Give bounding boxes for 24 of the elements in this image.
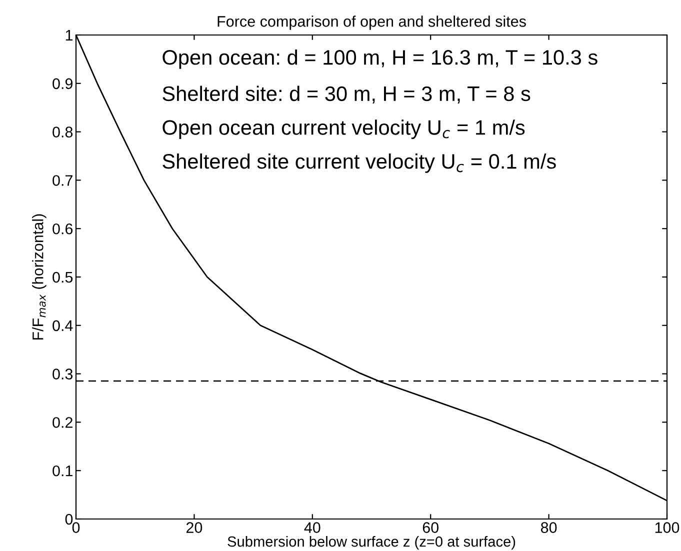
y-axis-title: F/F$_{max}$ (horizontal) <box>32 214 46 340</box>
x-tick-label: 80 <box>540 522 557 533</box>
y-tick-label: 1 <box>66 30 72 41</box>
y-tick-label: 0.3 <box>52 368 73 380</box>
annotation: Open ocean current velocity U$_{c}$ = 1 m/s <box>162 120 525 140</box>
y-tick-label: 0.6 <box>52 223 73 234</box>
y-tick-label: 0.2 <box>52 417 72 428</box>
x-axis-title: Submersion below surface z (z=0 at surface) <box>228 536 516 550</box>
x-tick-label: 60 <box>422 522 438 533</box>
chart-title: Force comparison of open and sheltered sites <box>218 16 526 30</box>
y-tick-label: 0 <box>65 514 73 525</box>
y-tick-label: 0.8 <box>52 126 73 138</box>
y-tick-label: 0.1 <box>52 465 72 476</box>
x-tick-label: 100 <box>655 522 680 533</box>
y-tick-label: 0.9 <box>52 78 72 90</box>
x-tick-label: 40 <box>304 522 320 533</box>
annotation: Open ocean: d = 100 m, H = 16.3 m, T = 10.3 s <box>162 49 598 69</box>
x-tick-label: 0 <box>72 522 80 533</box>
x-tick-label: 20 <box>186 522 202 533</box>
y-tick-label: 0.5 <box>52 272 73 283</box>
annotation: Sheltered site current velocity U$_{c}$ = 0.1 m/s <box>162 153 556 173</box>
annotation: Shelterd site: d = 30 m, H = 3 m, T = 8 s <box>162 86 530 104</box>
y-tick-label: 0.7 <box>52 175 72 186</box>
y-tick-label: 0.4 <box>52 320 73 332</box>
